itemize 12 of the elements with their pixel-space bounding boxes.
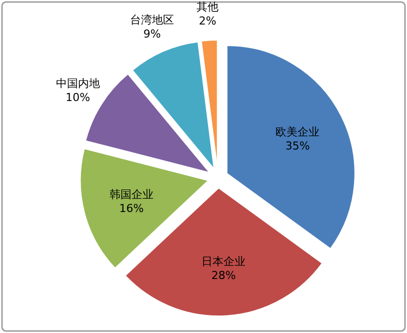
data-label: 28% <box>211 269 236 282</box>
slice-label: 其他 <box>196 0 219 14</box>
slice-label: 日本企业 <box>202 255 246 268</box>
data-label: 2% <box>198 14 216 28</box>
data-label: 35% <box>285 139 310 152</box>
data-label: 16% <box>119 202 144 216</box>
slice-label: 台湾地区 <box>130 14 174 27</box>
slice-label: 韩国企业 <box>109 188 154 202</box>
data-label: 9% <box>143 28 161 41</box>
slice-label: 中国内地 <box>56 77 100 90</box>
data-label: 10% <box>66 91 90 104</box>
slice-label: 欧美企业 <box>276 125 320 138</box>
